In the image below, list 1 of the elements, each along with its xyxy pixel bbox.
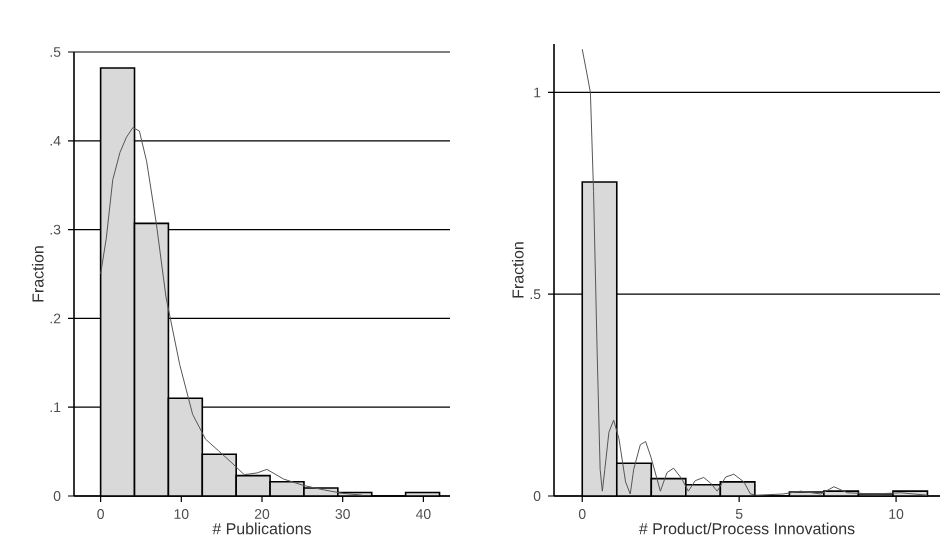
line-series <box>581 48 928 496</box>
